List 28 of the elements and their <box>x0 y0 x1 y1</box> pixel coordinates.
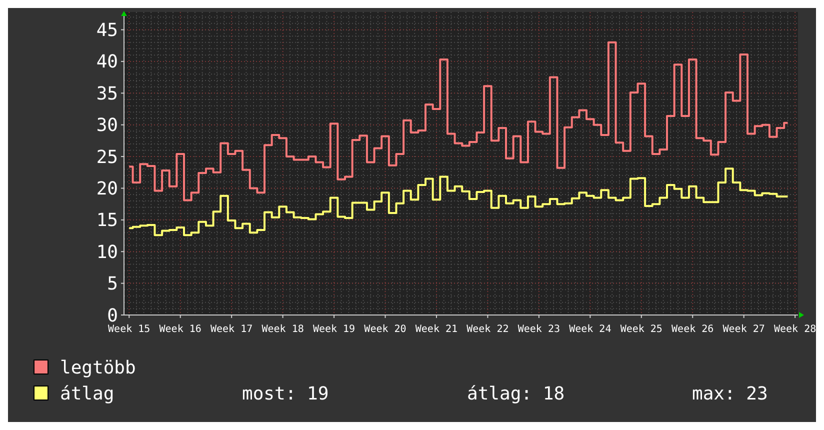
y-tick-label: 10 <box>96 242 118 263</box>
y-tick-label: 5 <box>107 274 118 295</box>
text: átlag: 18 <box>467 383 565 404</box>
x-tick-label: Week 28 <box>774 324 816 335</box>
x-tick-label: Week 15 <box>108 324 150 335</box>
x-tick-label: Week 18 <box>262 324 304 335</box>
legend-label: legtöbb <box>60 357 136 378</box>
x-tick-label: Week 24 <box>569 324 612 335</box>
x-tick-label: Week 21 <box>415 324 458 335</box>
x-tick-label: Week 27 <box>722 324 765 335</box>
legend-label: átlag <box>60 383 114 404</box>
y-tick-label: 30 <box>96 115 118 136</box>
x-tick-label: Week 23 <box>518 324 560 335</box>
x-tick-label: Week 17 <box>210 324 253 335</box>
x-tick-label: Week 22 <box>466 324 509 335</box>
x-tick-label: Week 16 <box>159 324 202 335</box>
y-tick-label: 35 <box>96 83 118 104</box>
x-tick-label: Week 26 <box>672 324 714 335</box>
x-tick-label: Week 25 <box>620 324 662 335</box>
text: max: 23 <box>692 383 768 404</box>
y-tick-label: 40 <box>96 52 118 73</box>
y-tick-label: 25 <box>96 146 118 168</box>
x-tick-label: Week 19 <box>312 324 356 335</box>
x-tick-label: Week 20 <box>364 324 406 335</box>
y-tick-label: 20 <box>96 178 118 200</box>
y-tick-label: 15 <box>96 210 118 232</box>
y-tick-label: 45 <box>96 20 118 42</box>
text: most: 19 <box>242 383 329 404</box>
